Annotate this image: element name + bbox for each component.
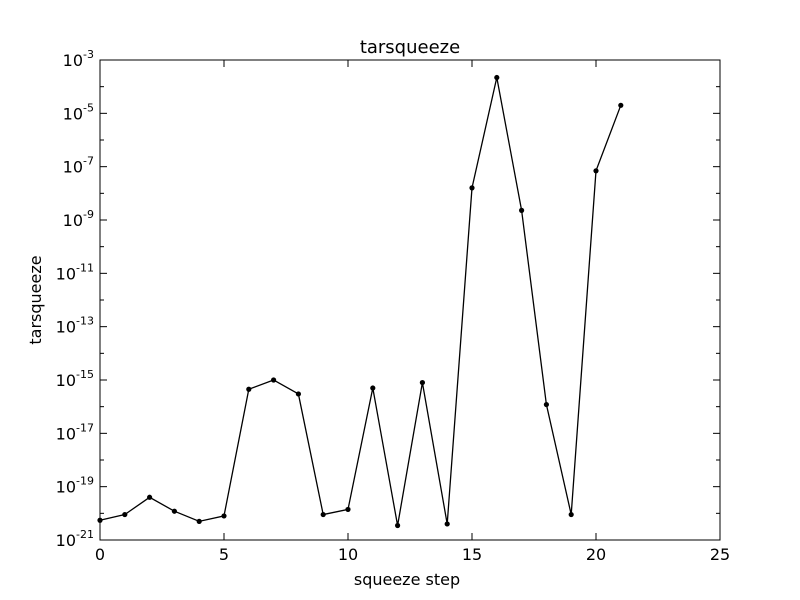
data-point — [618, 102, 624, 108]
y-tick-label: 10-13 — [56, 315, 94, 337]
series-line — [99, 77, 622, 526]
data-point — [494, 74, 500, 81]
x-tick-label: 10 — [338, 545, 358, 564]
data-point — [568, 511, 574, 518]
data-point — [295, 391, 301, 397]
y-axis-ticks: 10-21 10-19 10-17 10-15 10-13 10-11 10-9 10-7 10… — [56, 48, 720, 550]
data-point — [320, 511, 326, 518]
data-point — [519, 207, 525, 213]
plot-area — [100, 60, 720, 540]
data-point — [395, 522, 401, 529]
data-point — [370, 385, 376, 391]
data-point — [196, 518, 202, 524]
data-point — [221, 513, 227, 519]
data-point — [444, 521, 450, 527]
data-point — [543, 401, 550, 408]
data-point — [469, 185, 475, 191]
y-tick-label: 10-17 — [56, 421, 94, 443]
y-tick-label: 10-19 — [56, 475, 94, 497]
x-tick-label: 15 — [462, 545, 482, 564]
chart-title: tarsqueeze — [360, 37, 460, 58]
y-tick-label: 10-5 — [63, 101, 94, 123]
x-tick-label: 5 — [219, 545, 229, 564]
x-axis-ticks: 0 5 10 15 20 25 — [95, 60, 730, 564]
data-point — [593, 168, 599, 174]
y-tick-label: 10-15 — [56, 368, 94, 390]
x-tick-label: 0 — [95, 545, 105, 564]
data-point — [171, 508, 177, 514]
x-axis-label: squeeze step — [354, 570, 460, 589]
x-tick-label: 20 — [586, 545, 606, 564]
data-point — [345, 506, 351, 513]
y-tick-label: 10-11 — [56, 261, 94, 283]
data-point — [271, 377, 277, 383]
data-point — [419, 379, 425, 386]
y-tick-label: 10-9 — [63, 208, 94, 230]
y-tick-label: 10-7 — [63, 155, 94, 177]
data-point — [246, 386, 252, 392]
y-axis-label: tarsqueeze — [26, 255, 45, 344]
y-tick-label: 10-3 — [63, 48, 94, 70]
y-tick-label: 10-21 — [56, 528, 94, 550]
series-layer — [97, 74, 624, 529]
x-tick-label: 25 — [710, 545, 730, 564]
plot-frame — [99, 59, 721, 541]
data-point — [147, 494, 153, 500]
data-point — [122, 511, 128, 518]
